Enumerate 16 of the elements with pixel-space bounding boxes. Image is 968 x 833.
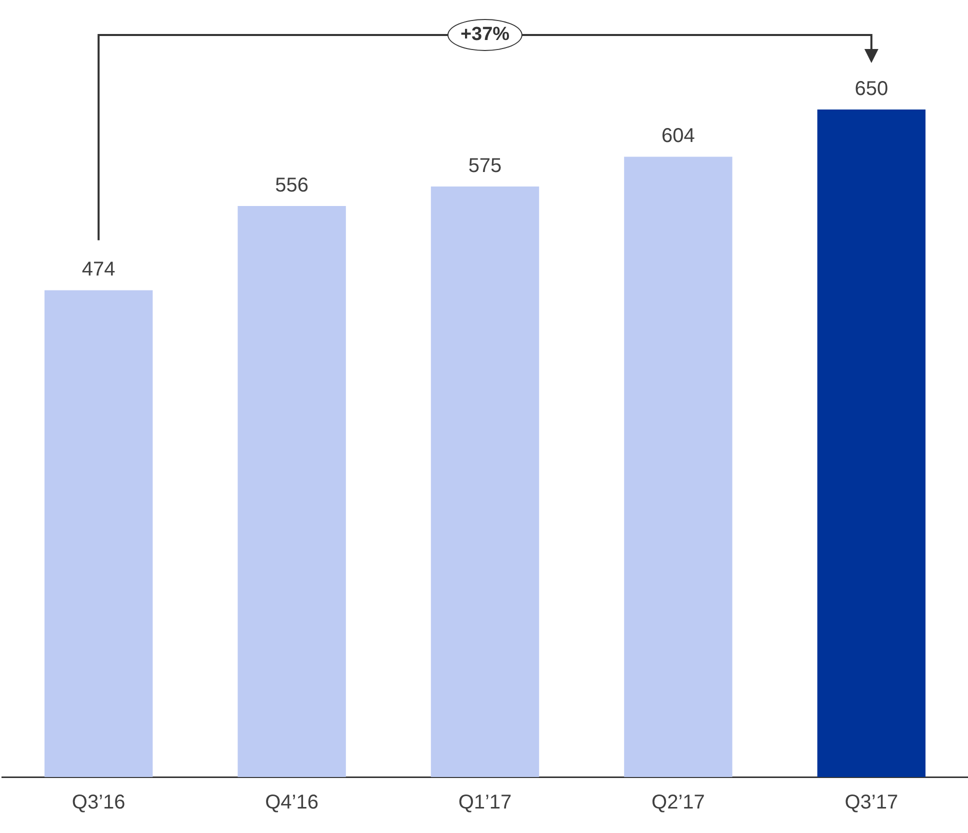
bar bbox=[430, 186, 540, 777]
x-tick-label: Q1’17 bbox=[458, 792, 512, 814]
data-label: 650 bbox=[854, 78, 888, 100]
bar bbox=[238, 206, 346, 777]
bar bbox=[44, 290, 153, 777]
bar bbox=[624, 156, 732, 777]
data-label: 575 bbox=[468, 154, 502, 177]
data-label: 556 bbox=[275, 174, 308, 197]
bar bbox=[817, 109, 926, 777]
x-tick-label: Q3’17 bbox=[844, 792, 898, 814]
text: +37% bbox=[447, 19, 523, 51]
data-label: 474 bbox=[82, 258, 116, 281]
x-tick-label: Q3’16 bbox=[72, 792, 126, 814]
data-label: 604 bbox=[662, 125, 695, 148]
x-tick-label: Q4’16 bbox=[265, 792, 318, 814]
x-tick-label: Q2’17 bbox=[652, 792, 705, 814]
